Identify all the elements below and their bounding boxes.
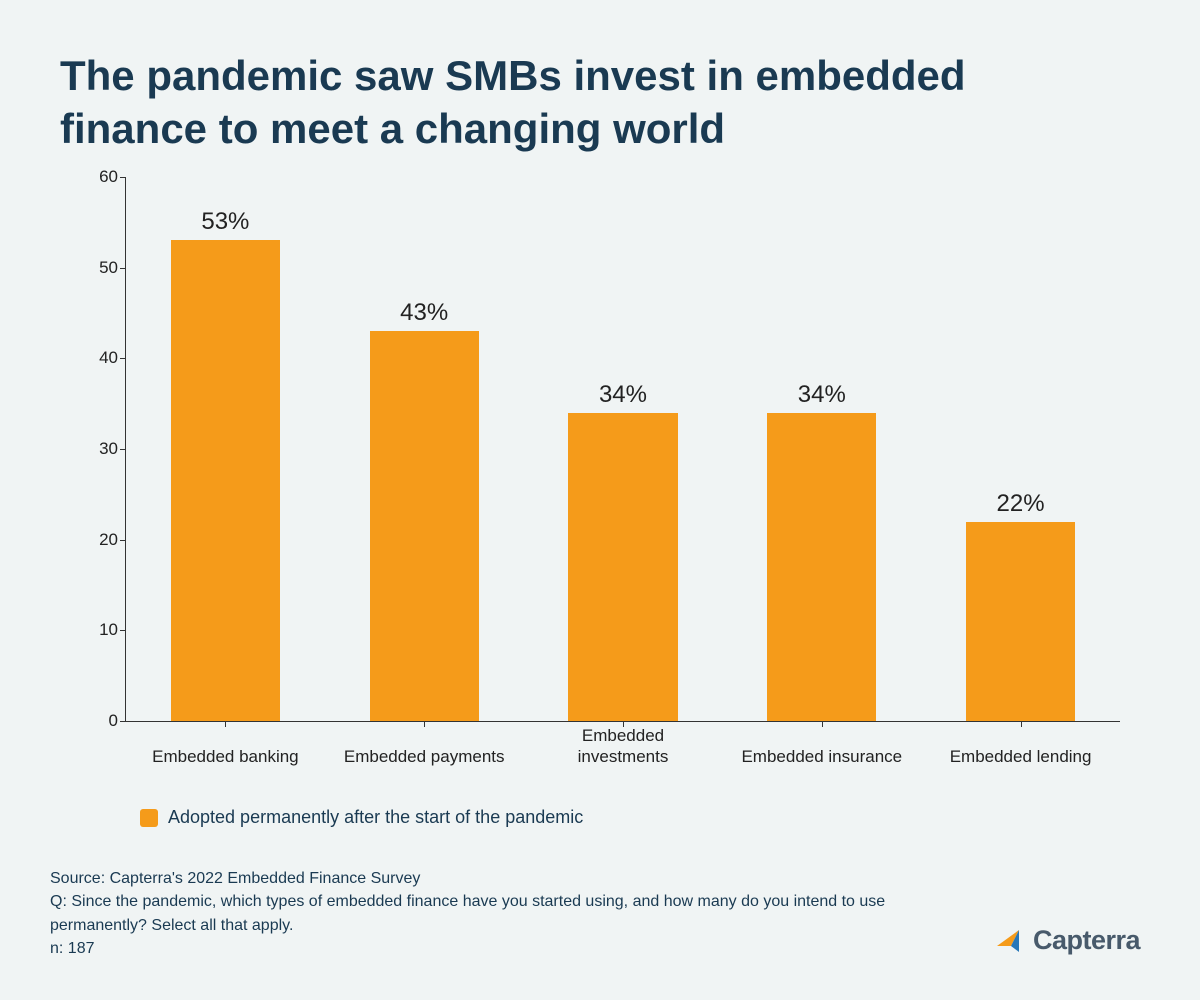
- y-tick-mark: [120, 721, 126, 722]
- plot-area: 010203040506053%Embedded banking43%Embed…: [125, 177, 1120, 722]
- footer-source: Source: Capterra's 2022 Embedded Finance…: [50, 867, 930, 890]
- bar-value-label: 43%: [400, 299, 448, 327]
- x-tick-mark: [822, 721, 823, 727]
- capterra-logo-text: Capterra: [1033, 921, 1140, 960]
- bar-rect: [171, 240, 280, 721]
- y-tick-label: 50: [86, 258, 118, 278]
- capterra-logo: Capterra: [993, 921, 1140, 960]
- y-tick-label: 40: [86, 348, 118, 368]
- footer: Source: Capterra's 2022 Embedded Finance…: [50, 867, 1140, 960]
- bar-chart: 010203040506053%Embedded banking43%Embed…: [70, 177, 1130, 777]
- bar: 43%: [370, 331, 479, 721]
- bar-rect: [767, 413, 876, 721]
- y-tick-label: 10: [86, 620, 118, 640]
- bar-value-label: 53%: [201, 208, 249, 236]
- bar-rect: [568, 413, 677, 721]
- y-tick-mark: [120, 177, 126, 178]
- y-tick-label: 30: [86, 439, 118, 459]
- bar-value-label: 34%: [798, 381, 846, 409]
- bar: 34%: [568, 413, 677, 721]
- chart-title: The pandemic saw SMBs invest in embedded…: [60, 50, 1010, 155]
- bar: 53%: [171, 240, 280, 721]
- bar-value-label: 22%: [997, 490, 1045, 518]
- legend-label: Adopted permanently after the start of t…: [168, 807, 583, 828]
- x-tick-mark: [424, 721, 425, 727]
- x-tick-label: Embedded lending: [921, 747, 1120, 767]
- bar-value-label: 34%: [599, 381, 647, 409]
- y-tick-mark: [120, 540, 126, 541]
- y-tick-label: 60: [86, 167, 118, 187]
- y-tick-mark: [120, 630, 126, 631]
- y-tick-mark: [120, 358, 126, 359]
- bar: 34%: [767, 413, 876, 721]
- bar-rect: [370, 331, 479, 721]
- legend-swatch: [140, 809, 158, 827]
- bar: 22%: [966, 522, 1075, 721]
- footer-question: Q: Since the pandemic, which types of em…: [50, 890, 930, 936]
- footer-n: n: 187: [50, 937, 930, 960]
- legend: Adopted permanently after the start of t…: [140, 807, 1140, 828]
- y-tick-label: 0: [86, 711, 118, 731]
- x-tick-mark: [225, 721, 226, 727]
- x-tick-label: Embedded banking: [126, 747, 325, 767]
- bar-rect: [966, 522, 1075, 721]
- capterra-arrow-icon: [993, 924, 1025, 956]
- y-tick-mark: [120, 449, 126, 450]
- x-tick-label: Embedded insurance: [722, 747, 921, 767]
- y-tick-mark: [120, 268, 126, 269]
- y-tick-label: 20: [86, 530, 118, 550]
- x-tick-label: Embedded investments: [524, 726, 723, 767]
- x-tick-mark: [1021, 721, 1022, 727]
- x-tick-label: Embedded payments: [325, 747, 524, 767]
